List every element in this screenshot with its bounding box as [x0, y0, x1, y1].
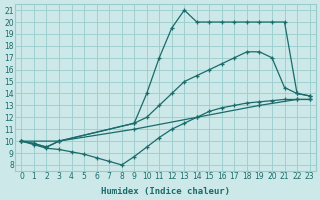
- X-axis label: Humidex (Indice chaleur): Humidex (Indice chaleur): [101, 187, 230, 196]
